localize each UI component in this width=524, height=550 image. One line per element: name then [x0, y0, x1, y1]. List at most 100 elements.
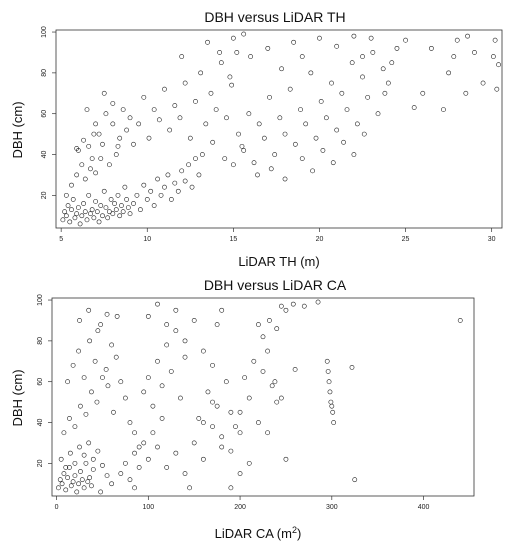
data-point	[349, 365, 355, 370]
data-point	[214, 322, 220, 327]
y-axis-label: DBH (cm)	[10, 101, 25, 158]
data-point	[167, 127, 173, 133]
data-point	[164, 342, 170, 348]
x-tick-label: 20	[316, 236, 324, 243]
data-point	[344, 107, 350, 113]
data-point	[88, 166, 93, 172]
data-point	[69, 182, 74, 188]
data-point	[219, 307, 225, 313]
data-point	[61, 471, 67, 476]
data-point	[95, 328, 101, 334]
data-point	[241, 31, 247, 37]
data-point	[141, 94, 147, 100]
data-point	[86, 143, 92, 149]
data-point	[74, 145, 80, 151]
data-point	[255, 172, 260, 178]
x-tick-label: 10	[143, 236, 151, 243]
data-point	[193, 156, 198, 161]
data-point	[210, 139, 216, 145]
data-point	[290, 301, 296, 307]
data-point	[389, 60, 395, 66]
data-point	[320, 148, 326, 153]
data-point	[164, 465, 170, 470]
y-tick-label: 60	[41, 110, 48, 118]
data-point	[65, 203, 71, 208]
data-point	[94, 399, 100, 405]
data-point	[239, 143, 245, 149]
data-point	[463, 90, 469, 96]
data-point	[151, 107, 157, 113]
data-point	[122, 184, 128, 190]
data-point	[198, 70, 204, 76]
data-point	[191, 318, 197, 323]
data-point	[196, 172, 202, 178]
data-point	[106, 162, 112, 168]
data-point	[103, 367, 109, 372]
data-point	[109, 481, 115, 487]
data-point	[193, 99, 198, 104]
data-point	[81, 375, 87, 381]
data-point	[89, 389, 94, 395]
data-point	[136, 444, 142, 450]
x-axis-label: LiDAR TH (m)	[238, 254, 319, 269]
data-point	[118, 471, 124, 476]
data-point	[328, 399, 334, 405]
data-point	[77, 444, 82, 450]
data-point	[136, 465, 142, 470]
data-point	[168, 369, 174, 374]
data-point	[132, 485, 137, 491]
data-point	[98, 156, 104, 161]
data-point	[78, 469, 83, 474]
data-point	[89, 207, 95, 213]
data-point	[151, 203, 157, 208]
data-point	[112, 201, 117, 206]
data-point	[155, 176, 160, 182]
data-point	[98, 489, 104, 495]
data-point	[115, 143, 121, 149]
data-point	[86, 192, 92, 198]
data-point	[291, 39, 297, 45]
data-point	[172, 103, 178, 108]
data-point	[137, 207, 143, 213]
data-point	[256, 121, 262, 127]
data-point	[70, 479, 76, 485]
data-point	[203, 121, 209, 127]
data-point	[86, 440, 92, 446]
data-point	[58, 456, 64, 462]
data-point	[361, 131, 367, 137]
data-point	[89, 483, 94, 489]
data-point	[65, 475, 70, 481]
data-point	[127, 211, 133, 217]
data-point	[441, 107, 446, 113]
data-point	[315, 299, 321, 305]
data-point	[79, 162, 85, 168]
data-point	[60, 217, 66, 223]
data-point	[79, 477, 85, 483]
data-point	[329, 403, 335, 409]
data-point	[428, 45, 434, 51]
chart-title: DBH versus LiDAR TH	[204, 9, 345, 25]
data-point	[74, 172, 80, 178]
data-point	[105, 383, 111, 389]
data-point	[175, 188, 181, 194]
data-point	[118, 379, 124, 385]
data-point	[351, 33, 357, 39]
data-point	[242, 375, 248, 381]
data-point	[72, 215, 78, 221]
data-point	[334, 127, 340, 133]
data-point	[214, 403, 220, 409]
data-point	[91, 215, 97, 221]
x-tick-label: 200	[234, 504, 246, 511]
data-point	[277, 115, 283, 121]
data-point	[65, 379, 70, 385]
data-point	[457, 318, 463, 323]
data-point	[265, 430, 270, 436]
y-tick-label: 100	[41, 26, 48, 38]
data-point	[63, 192, 69, 198]
data-point	[57, 477, 63, 483]
data-point	[76, 348, 82, 354]
data-point	[472, 50, 477, 55]
data-point	[182, 354, 188, 360]
data-point	[492, 37, 498, 43]
data-point	[182, 338, 188, 344]
